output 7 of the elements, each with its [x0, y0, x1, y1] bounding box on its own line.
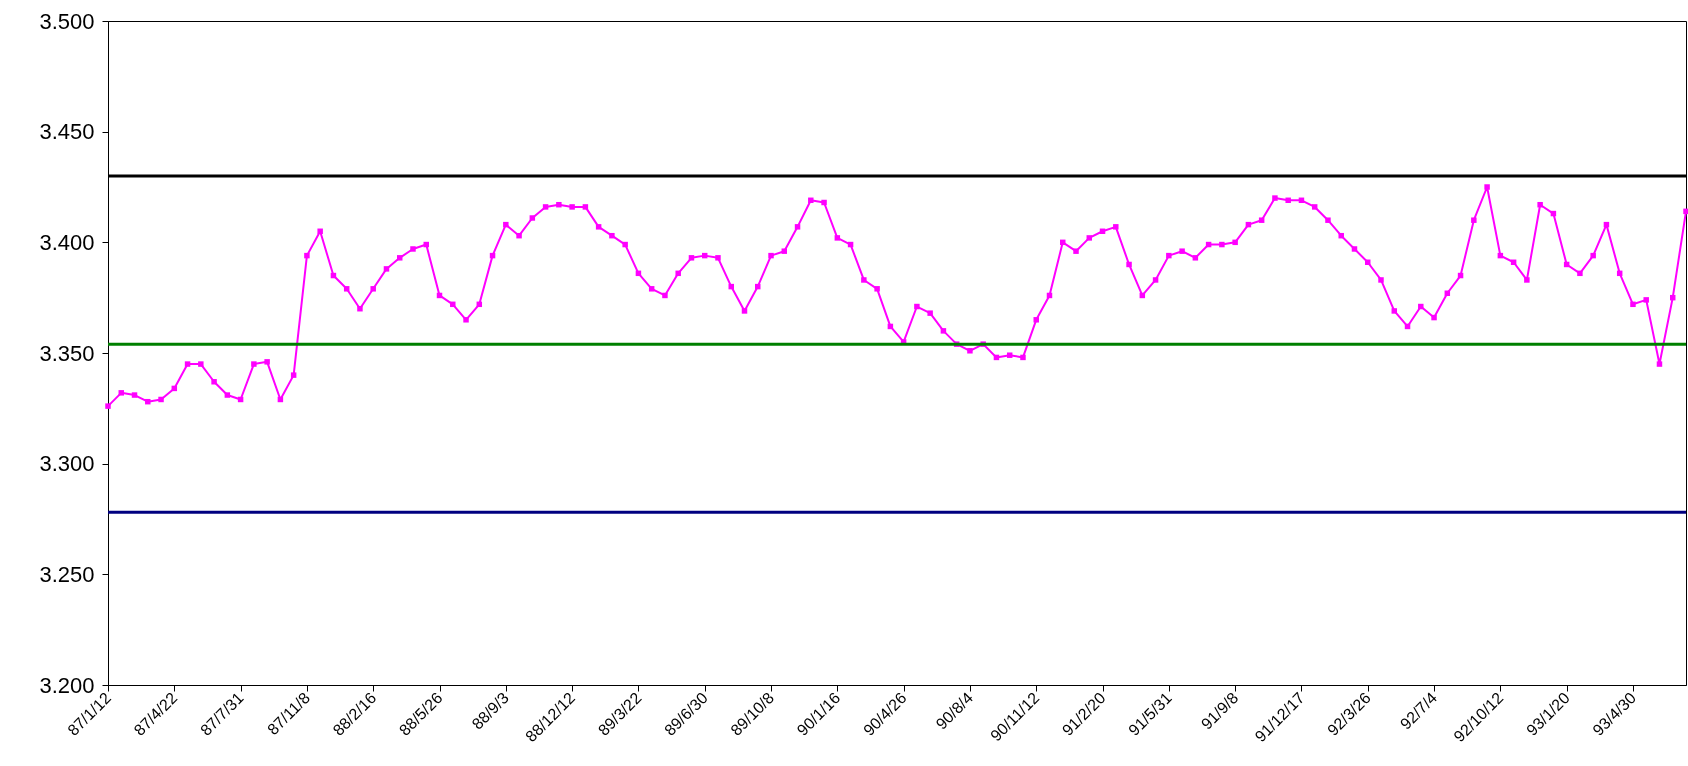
y-tick-label: 3.250: [39, 561, 95, 587]
y-tick-label: 3.500: [39, 8, 95, 34]
y-tick-label: 3.400: [39, 229, 95, 255]
y-tick-label: 3.200: [39, 672, 95, 698]
y-tick-label: 3.450: [39, 119, 95, 145]
y-tick-label: 3.300: [39, 451, 95, 477]
y-tick-label: 3.350: [39, 340, 95, 366]
